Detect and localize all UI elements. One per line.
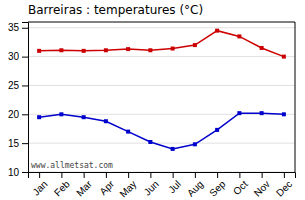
y-tick: 35 [8,22,28,33]
x-tick: Nov [252,172,272,199]
x-tick-mark [128,172,129,178]
point [148,48,152,52]
series-group [37,29,286,151]
x-tick-label: Jan [30,178,49,197]
x-tick: Dec [274,172,294,199]
point [37,49,41,53]
grid-line [28,85,295,86]
point [59,48,63,52]
x-tick-mark [284,172,285,178]
x-tick-label: Apr [97,178,116,197]
point [126,130,130,134]
x-tick-label: Dec [274,178,294,198]
y-tick-mark [22,114,28,115]
series-line [39,113,284,149]
point [260,111,264,115]
frame-right [295,22,296,172]
x-tick: Jul [166,172,183,195]
y-axis-line [22,23,29,173]
y-tick-mark [22,143,28,144]
point [237,111,241,115]
x-tick: Jan [30,172,49,198]
point [282,55,286,59]
point [260,46,264,50]
y-tick-label: 10 [8,167,20,178]
point [215,128,219,132]
grid-line [28,56,295,57]
grid [28,28,295,172]
x-tick: Mar [74,172,94,198]
x-tick: Apr [97,172,116,197]
y-tick-mark [22,28,28,29]
y-tick-label: 35 [8,22,20,33]
point [282,112,286,116]
point [104,119,108,123]
point [148,140,152,144]
title: Barreiras : temperatures (°C) [28,3,203,17]
point [193,142,197,146]
grid-line [28,27,295,28]
point [237,34,241,38]
point [215,29,219,33]
y-tick-label: 15 [8,138,20,149]
x-tick: Oct [231,172,250,197]
y-tick-mark [22,57,28,58]
x-tick-mark [106,172,107,178]
frame-top [28,22,295,23]
series [37,111,286,151]
x-tick-label: Mar [74,178,94,198]
x-tick: Jun [142,172,161,198]
x-tick-mark [195,172,196,178]
point [171,147,175,151]
x-tick-label: Feb [52,178,72,198]
x-tick-mark [262,172,263,178]
x-tick-mark [150,172,151,178]
x-tick-label: Jun [142,178,161,197]
x-axis-line [29,173,296,179]
point [126,47,130,51]
y-tick: 30 [8,51,28,62]
y-tick-label: 30 [8,51,20,62]
x-tick-label: Jul [166,178,183,195]
series-line [39,31,284,57]
point [37,115,41,119]
x-tick-mark [173,172,174,178]
point [82,49,86,53]
x-tick: May [117,172,138,200]
y-tick: 25 [8,80,28,91]
y-tick: 10 [8,167,28,178]
y-axis: 10 15 20 25 30 35 [8,22,29,177]
annotation: www.allmetsat.com [31,161,113,170]
x-tick-mark [217,172,218,178]
x-tick: Aug [185,172,205,199]
y-tick-mark [22,85,28,86]
point [59,112,63,116]
y-tick: 20 [8,109,28,120]
x-tick-mark [61,172,62,178]
x-tick-label: Sep [207,178,228,199]
series [37,29,286,59]
x-tick: Feb [52,172,72,198]
y-tick: 15 [8,138,28,149]
x-tick-label: Oct [231,178,250,197]
point [82,115,86,119]
x-tick-label: Nov [252,178,272,198]
x-axis: JanFebMarAprMayJun JulAugSepOctNovDec [29,172,296,200]
x-tick-label: May [117,178,138,199]
point [104,48,108,52]
chart: 10 15 20 25 30 35 JanFebMarAprMayJun JulAugSepO… [0,0,305,200]
x-tick: Sep [207,172,228,199]
y-tick-mark [22,172,28,173]
plot: 10 15 20 25 30 35 JanFebMarAprMayJun JulAugSepO… [8,22,296,200]
y-tick-label: 20 [8,109,20,120]
point [193,43,197,47]
y-tick-label: 25 [8,80,20,91]
x-tick-mark [239,172,240,178]
x-tick-label: Aug [185,178,205,198]
x-tick-mark [84,172,85,178]
grid-line [28,143,295,144]
x-tick-mark [39,172,40,178]
point [171,47,175,51]
